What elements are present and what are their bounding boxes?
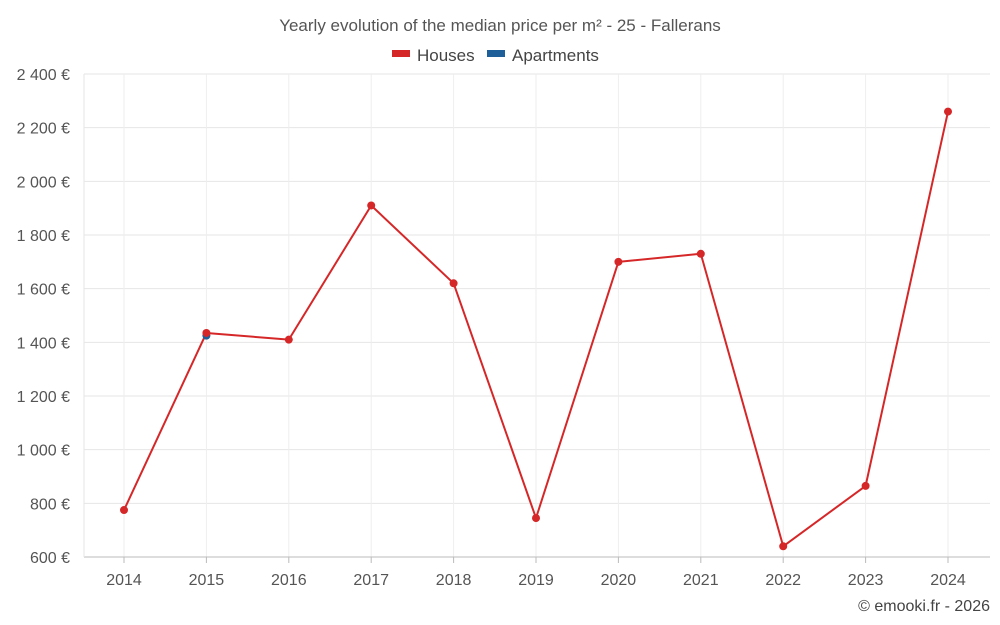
x-tick-label: 2024 — [930, 572, 966, 589]
data-point-houses-2020[interactable] — [614, 257, 623, 266]
x-tick-label: 2019 — [518, 572, 554, 589]
data-point-houses-2023[interactable] — [861, 481, 870, 490]
x-tick-label: 2022 — [765, 572, 801, 589]
x-tick-label: 2014 — [106, 572, 142, 589]
axes — [83, 74, 990, 563]
data-point-houses-2014[interactable] — [120, 506, 128, 515]
legend-swatch-houses — [392, 50, 410, 57]
grid-lines — [84, 73, 990, 558]
data-point-houses-2016[interactable] — [284, 335, 293, 344]
x-tick-label: 2020 — [601, 572, 637, 589]
data-point-houses-2015[interactable] — [202, 328, 211, 337]
series-layer — [120, 107, 952, 551]
chart-title: Yearly evolution of the median price per… — [279, 16, 721, 35]
x-tick-label: 2021 — [683, 572, 719, 589]
tick-labels: 600 € 800 € 1 000 € 1 200 € 1 400 € 1 600 € 1 … — [17, 67, 966, 589]
credit-text: © emooki.fr - 2026 — [858, 598, 990, 615]
y-tick-label: 2 000 € — [17, 174, 70, 191]
y-tick-label: 1 600 € — [17, 282, 70, 299]
data-point-houses-2022[interactable] — [779, 542, 788, 551]
y-tick-label: 2 400 € — [17, 67, 70, 84]
x-tick-label: 2016 — [271, 572, 307, 589]
legend: Houses Apartments — [392, 46, 599, 65]
x-tick-label: 2017 — [353, 572, 389, 589]
data-point-houses-2021[interactable] — [696, 249, 705, 258]
y-tick-label: 2 200 € — [17, 121, 70, 138]
y-tick-label: 600 € — [30, 550, 70, 567]
x-tick-label: 2015 — [189, 572, 225, 589]
data-point-houses-2018[interactable] — [449, 279, 458, 288]
x-tick-label: 2023 — [848, 572, 884, 589]
legend-swatch-apartments — [487, 50, 505, 57]
legend-label-houses[interactable]: Houses — [417, 46, 475, 65]
y-tick-label: 800 € — [30, 496, 70, 513]
y-tick-label: 1 000 € — [17, 443, 70, 460]
x-tick-label: 2018 — [436, 572, 472, 589]
data-point-houses-2019[interactable] — [532, 514, 540, 523]
y-tick-label: 1 200 € — [17, 389, 70, 406]
y-tick-label: 1 400 € — [17, 335, 70, 352]
data-point-houses-2024[interactable] — [944, 107, 952, 116]
data-point-houses-2017[interactable] — [367, 201, 376, 210]
y-tick-label: 1 800 € — [17, 228, 70, 245]
legend-label-apartments[interactable]: Apartments — [512, 46, 599, 65]
